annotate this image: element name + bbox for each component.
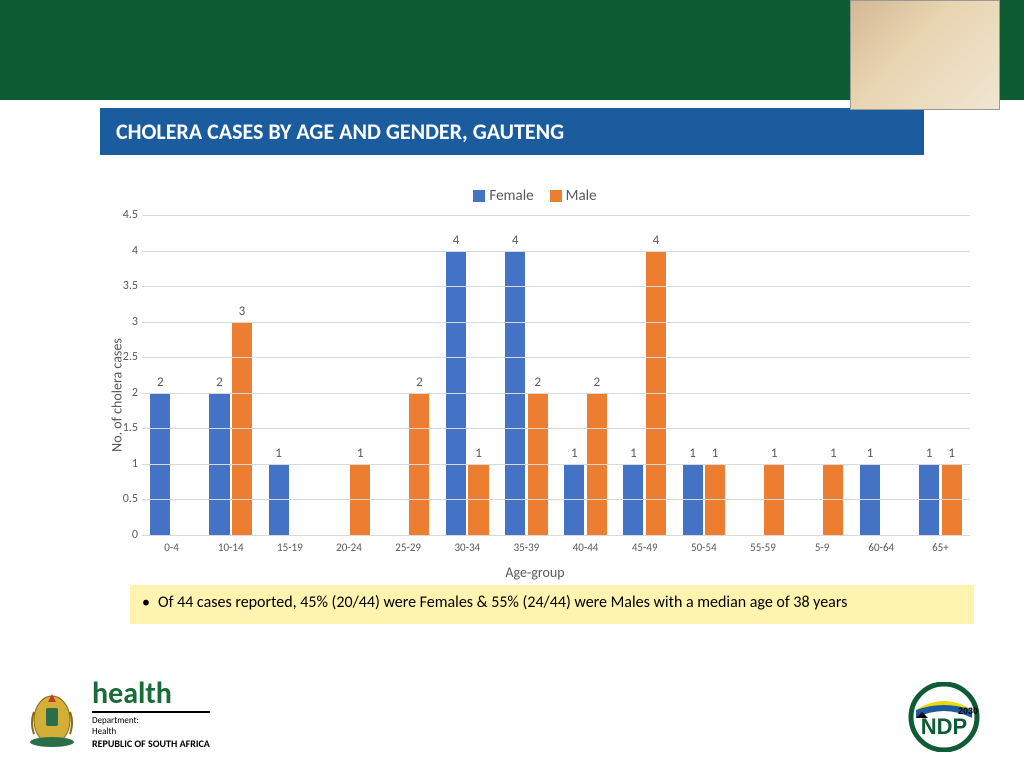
legend-swatch xyxy=(473,190,485,202)
legend-item: Male xyxy=(550,187,597,205)
x-tick-label: 5-9 xyxy=(793,535,852,554)
category: 160-64 xyxy=(852,215,911,535)
coat-of-arms-icon xyxy=(22,682,82,752)
slide-title: CHOLERA CASES BY AGE AND GENDER, GAUTENG xyxy=(100,108,924,155)
bar-value-label: 2 xyxy=(209,375,229,390)
x-tick-label: 60-64 xyxy=(852,535,911,554)
y-tick-label: 0.5 xyxy=(112,492,138,506)
footer: health Department: Health REPUBLIC OF SO… xyxy=(0,678,1024,758)
chart-legend: Female Male xyxy=(100,187,970,205)
svg-text:NDP: NDP xyxy=(921,714,967,739)
x-tick-label: 25-29 xyxy=(379,535,438,554)
bar-value-label: 1 xyxy=(860,446,880,461)
category: 4130-34 xyxy=(438,215,497,535)
y-tick-label: 3 xyxy=(112,315,138,329)
bar-value-label: 4 xyxy=(505,233,525,248)
health-department-block: health Department: Health REPUBLIC OF SO… xyxy=(92,679,210,750)
bar-value-label: 1 xyxy=(350,446,370,461)
y-tick-label: 4.5 xyxy=(112,208,138,222)
slide-title-text: CHOLERA CASES BY AGE AND GENDER, GAUTENG xyxy=(116,118,564,145)
gridline xyxy=(142,215,970,216)
y-tick-label: 0 xyxy=(112,528,138,542)
category: 115-19 xyxy=(260,215,319,535)
bar-value-label: 1 xyxy=(764,446,784,461)
category: 20-4 xyxy=(142,215,201,535)
svg-text:2030: 2030 xyxy=(958,706,978,716)
bar-value-label: 4 xyxy=(646,233,666,248)
category: 155-59 xyxy=(733,215,792,535)
gridline xyxy=(142,535,970,536)
gridline xyxy=(142,251,970,252)
category: 1150-54 xyxy=(674,215,733,535)
x-tick-label: 30-34 xyxy=(438,535,497,554)
bar-value-label: 1 xyxy=(683,446,703,461)
gridline xyxy=(142,428,970,429)
x-tick-label: 55-59 xyxy=(733,535,792,554)
ndp-logo-icon: NDP 2030 xyxy=(904,682,984,752)
summary-bullet: Of 44 cases reported, 45% (20/44) were F… xyxy=(130,585,974,624)
gridline xyxy=(142,322,970,323)
bar-value-label: 4 xyxy=(446,233,466,248)
bar-value-label: 2 xyxy=(528,375,548,390)
category: 2310-14 xyxy=(201,215,260,535)
bar-value-label: 2 xyxy=(409,375,429,390)
gridline xyxy=(142,393,970,394)
bar-value-label: 1 xyxy=(468,446,488,461)
bar-value-label: 3 xyxy=(232,304,252,319)
gridline xyxy=(142,464,970,465)
y-tick-label: 1 xyxy=(112,457,138,471)
legend-item: Female xyxy=(473,187,533,205)
bar-value-label: 1 xyxy=(564,446,584,461)
x-tick-label: 50-54 xyxy=(674,535,733,554)
gridline xyxy=(142,286,970,287)
category: 1165+ xyxy=(911,215,970,535)
legend-label: Male xyxy=(566,187,597,205)
category: 120-24 xyxy=(319,215,378,535)
x-tick-label: 45-49 xyxy=(615,535,674,554)
bar-value-label: 2 xyxy=(587,375,607,390)
y-tick-label: 2 xyxy=(112,386,138,400)
category: 15-9 xyxy=(793,215,852,535)
bar-chart: FemaleMale No. of cholera cases 20-42310… xyxy=(100,215,970,575)
bar-value-label: 1 xyxy=(623,446,643,461)
x-tick-label: 15-19 xyxy=(260,535,319,554)
bar-value-label: 1 xyxy=(705,446,725,461)
health-word: health xyxy=(92,679,210,709)
x-tick-label: 20-24 xyxy=(319,535,378,554)
bar-value-label: 1 xyxy=(823,446,843,461)
x-tick-label: 0-4 xyxy=(142,535,201,554)
legend-swatch xyxy=(550,190,562,202)
gridline xyxy=(142,357,970,358)
x-tick-label: 40-44 xyxy=(556,535,615,554)
legend-label: Female xyxy=(489,187,533,205)
category: 1240-44 xyxy=(556,215,615,535)
header-photo xyxy=(850,0,1000,110)
bar-value-label: 2 xyxy=(150,375,170,390)
category: 1445-49 xyxy=(615,215,674,535)
gridline xyxy=(142,499,970,500)
x-axis-label: Age-group xyxy=(100,564,970,581)
bar-value-label: 1 xyxy=(919,446,939,461)
categories: 20-42310-14115-19120-24225-294130-344235… xyxy=(142,215,970,535)
y-tick-label: 2.5 xyxy=(112,350,138,364)
department-text: Department: Health REPUBLIC OF SOUTH AFR… xyxy=(92,711,210,750)
category: 225-29 xyxy=(379,215,438,535)
y-tick-label: 1.5 xyxy=(112,421,138,435)
y-tick-label: 4 xyxy=(112,244,138,258)
x-tick-label: 65+ xyxy=(911,535,970,554)
x-tick-label: 35-39 xyxy=(497,535,556,554)
y-tick-label: 3.5 xyxy=(112,279,138,293)
summary-text: Of 44 cases reported, 45% (20/44) were F… xyxy=(158,593,847,612)
bar-value-label: 1 xyxy=(269,446,289,461)
plot-area: 20-42310-14115-19120-24225-294130-344235… xyxy=(142,215,970,535)
bar-value-label: 1 xyxy=(942,446,962,461)
category: 4235-39 xyxy=(497,215,556,535)
x-tick-label: 10-14 xyxy=(201,535,260,554)
